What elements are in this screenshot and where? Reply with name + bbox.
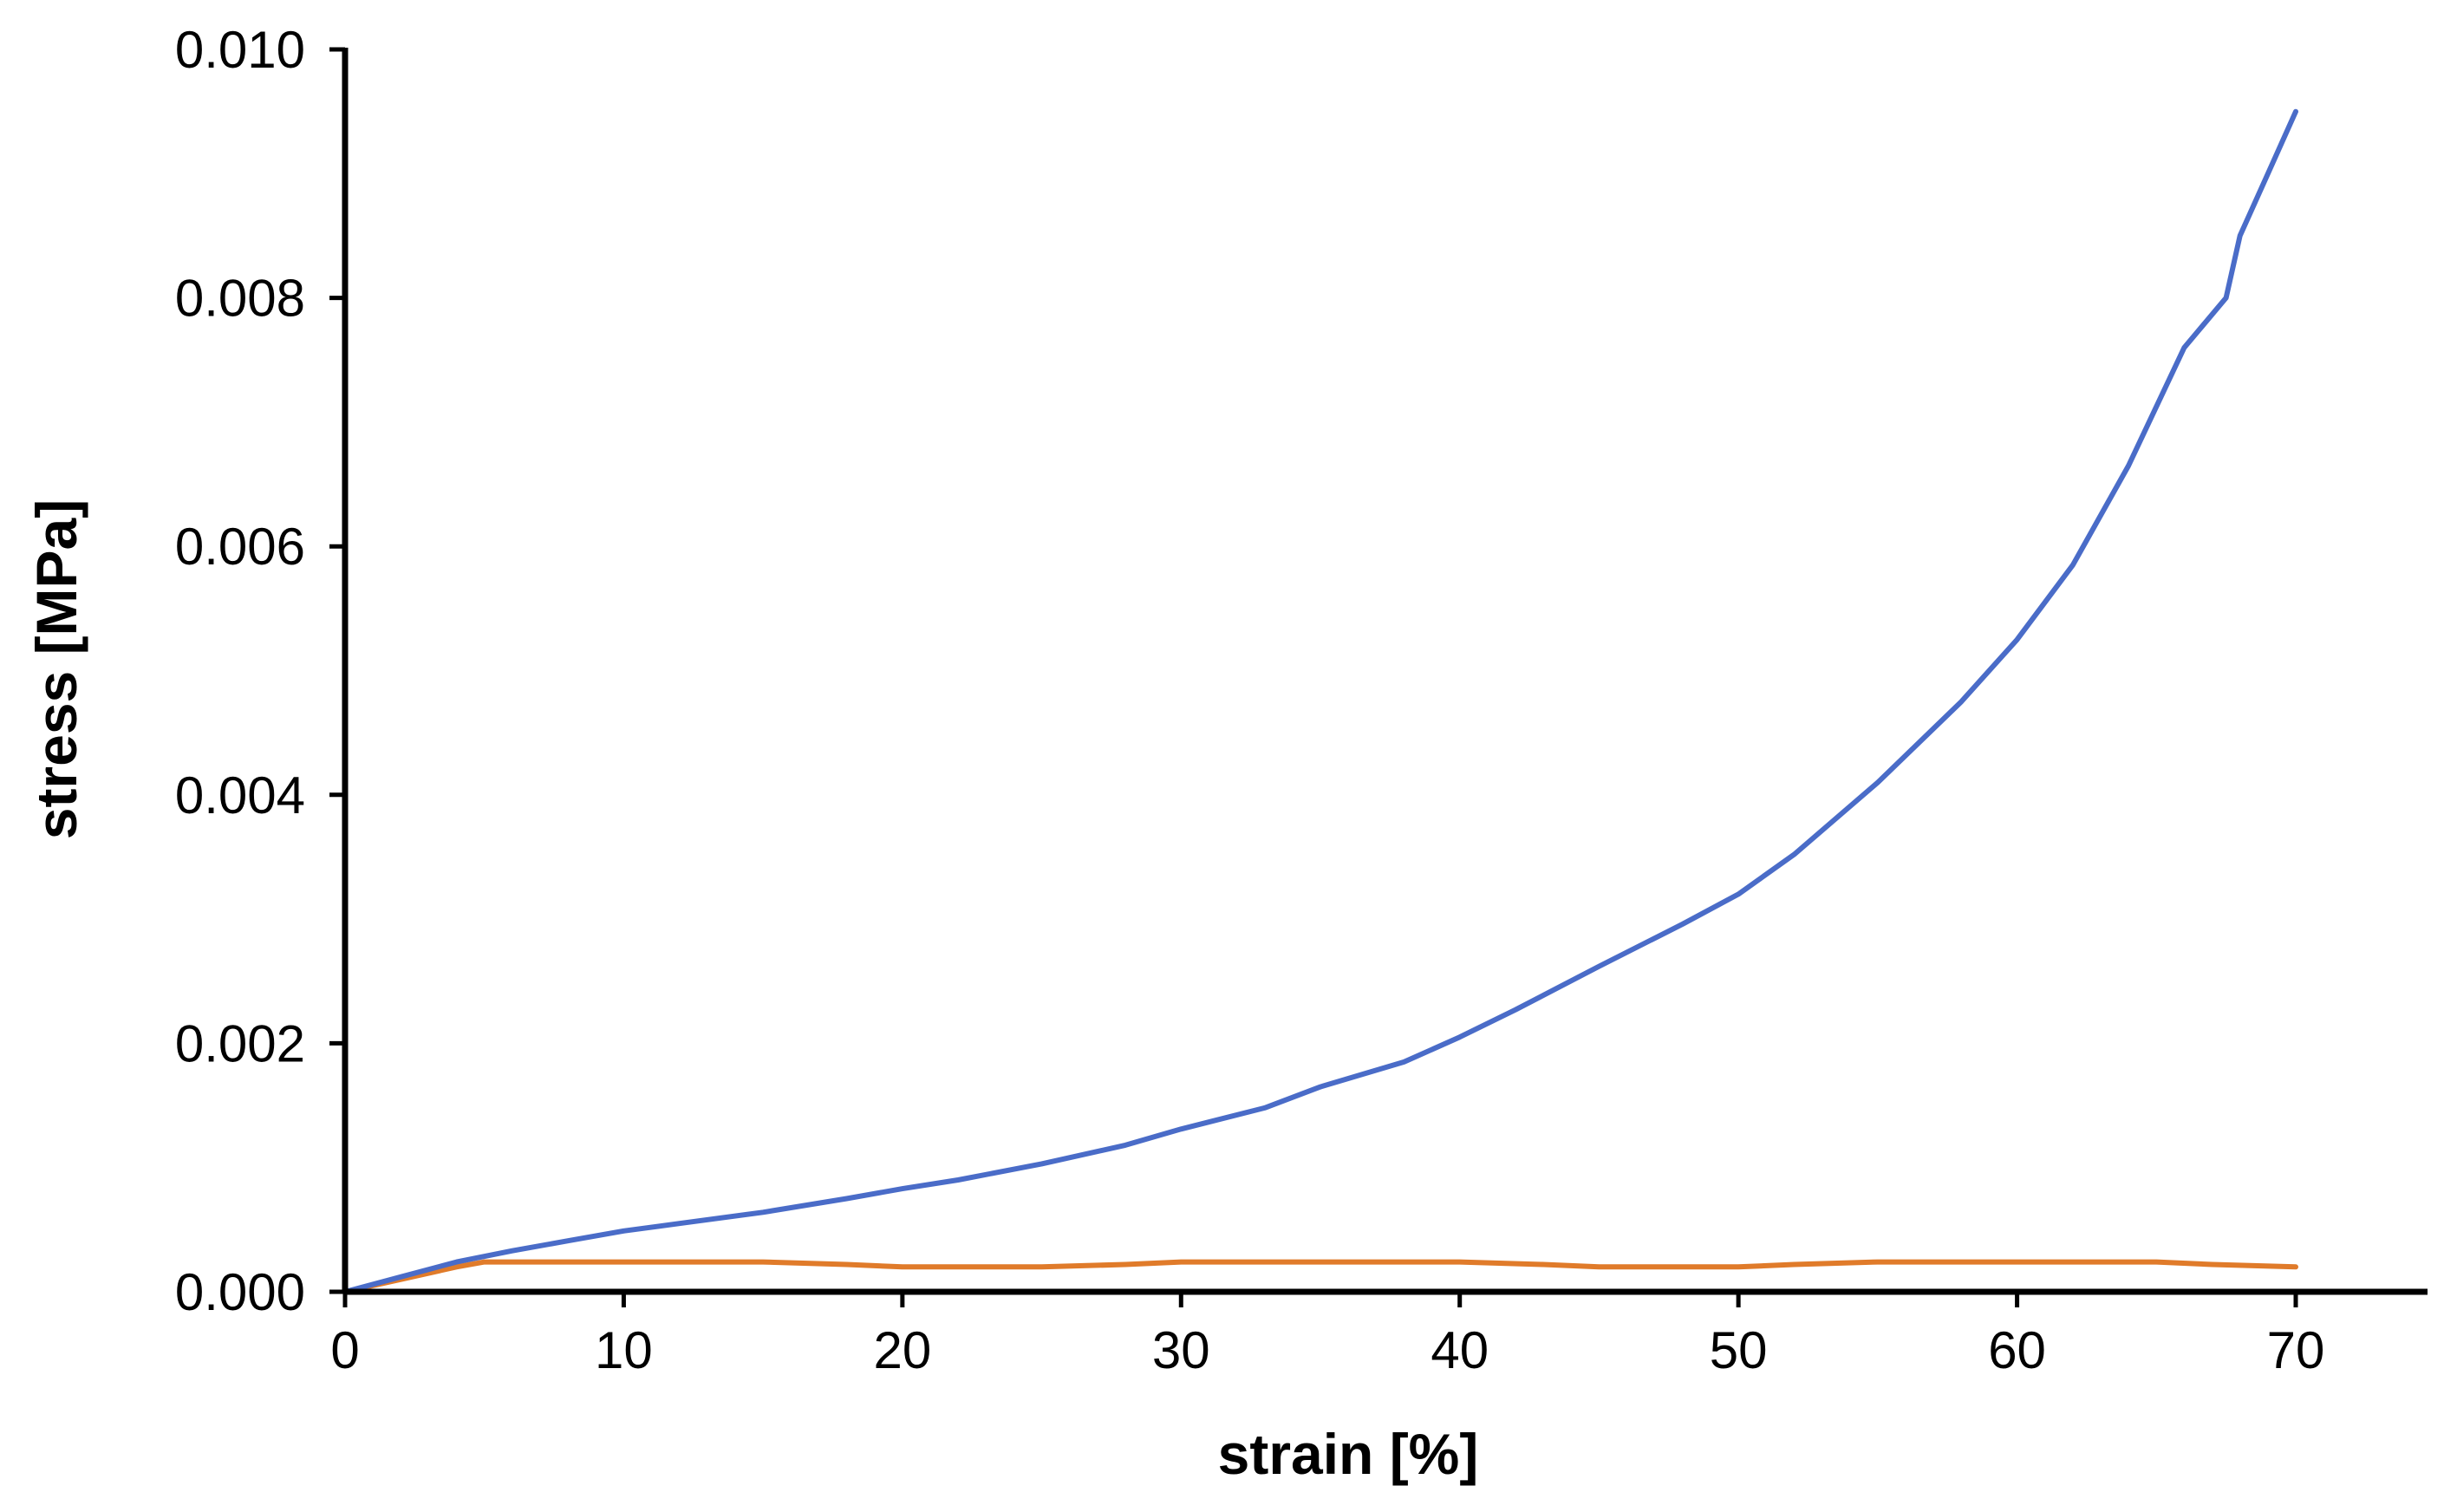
series-layer (342, 108, 2298, 1294)
x-tick-label: 50 (1710, 1321, 1768, 1379)
x-tick-label: 20 (873, 1321, 931, 1379)
x-tick-label: 10 (595, 1321, 653, 1379)
x-tick-label: 40 (1431, 1321, 1489, 1379)
y-tick-label: 0.010 (175, 21, 305, 79)
y-tick-label: 0.006 (175, 518, 305, 576)
x-tick-label: 30 (1152, 1321, 1210, 1379)
y-axis-title: stress [MPa] (24, 499, 88, 840)
ticks-layer: 0 10 20 30 40 50 60 70 0.000 0.002 0.004 0.006 0.008… (175, 21, 2325, 1379)
x-tick-label: 0 (330, 1321, 359, 1379)
series-line-blue (342, 108, 2298, 1294)
series-line-orange (342, 1259, 2298, 1294)
y-tick-label: 0.008 (175, 270, 305, 328)
y-tick-label: 0.002 (175, 1014, 305, 1072)
x-tick-label: 60 (1988, 1321, 2046, 1379)
x-axis-title: strain [%] (1218, 1422, 1479, 1486)
y-tick-label: 0.000 (175, 1263, 305, 1321)
y-tick-label: 0.004 (175, 766, 305, 824)
x-tick-label: 70 (2267, 1321, 2325, 1379)
